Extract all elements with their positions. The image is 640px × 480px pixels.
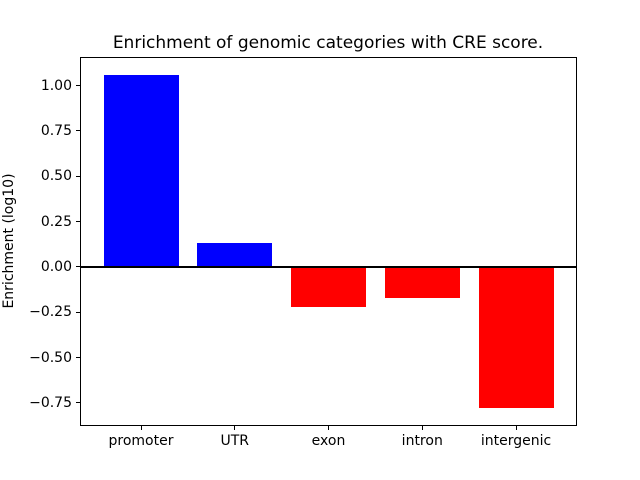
bar-promoter [103,74,179,267]
y-tick-label: 0.75 [40,122,72,139]
bar-intron [384,266,460,298]
x-tick-label: promoter [108,433,174,449]
zero-baseline [81,265,576,268]
x-tick-mark [515,425,517,430]
x-tick-mark [421,425,423,430]
y-tick-mark [76,402,81,404]
y-tick-label: 0.50 [40,168,72,185]
x-tick-mark [328,425,329,430]
bar-UTR [197,243,273,267]
y-tick-label: −0.75 [29,394,72,411]
y-tick-mark [76,221,81,223]
x-tick-label: UTR [220,433,250,449]
bar-intergenic [478,266,554,409]
x-tick-label: intron [401,433,443,449]
x-tick-label: exon [311,433,346,449]
y-tick-label: −0.25 [29,304,72,321]
plot-area: 1.00 0.75 0.50 0.25 0.00 −0.25 −0.50 −0.75 promo… [29,57,577,448]
chart-title: Enrichment of genomic categories with CR… [112,33,544,53]
y-axis-label: Enrichment (log10) [1,173,17,309]
x-tick-label: intergenic [480,433,552,449]
x-tick-mark [234,425,236,430]
y-tick-mark [76,266,81,268]
y-tick-mark [76,85,81,87]
y-tick-label: 0.00 [40,258,72,275]
y-tick-label: −0.50 [29,349,72,366]
y-tick-mark [76,311,81,313]
y-tick-mark [76,175,81,177]
x-tick-mark [140,425,142,430]
y-tick-mark [76,130,81,132]
y-tick-mark [76,357,81,359]
y-tick-label: 1.00 [40,77,72,94]
y-tick-label: 0.25 [40,213,72,230]
bar-exon [291,266,366,307]
